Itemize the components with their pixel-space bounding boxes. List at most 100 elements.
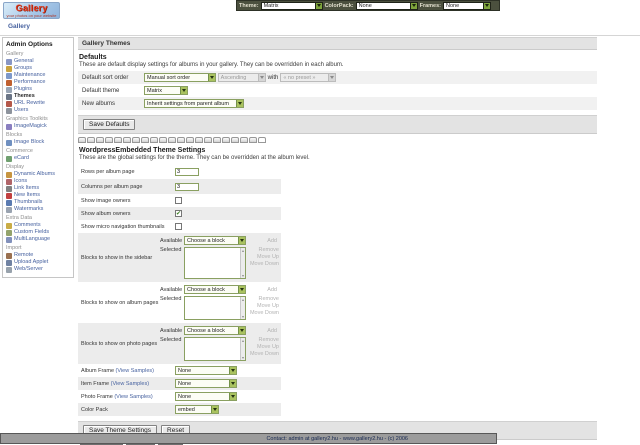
theme-select[interactable]: Matrix (260, 1, 323, 10)
add-block-link[interactable]: Add (267, 327, 277, 334)
chevron-down-icon[interactable] (211, 406, 218, 413)
view-samples-link[interactable]: (View Samples) (115, 367, 154, 374)
color-pack-select[interactable]: embed (175, 405, 219, 414)
selected-blocks-listbox[interactable] (184, 247, 246, 279)
selected-blocks-listbox[interactable] (184, 296, 246, 320)
theme-tab[interactable] (105, 137, 113, 143)
sidebar-item[interactable]: General (6, 58, 71, 65)
choose-block-select[interactable]: Choose a block (184, 236, 246, 245)
theme-tab[interactable] (213, 137, 221, 143)
sidebar-item[interactable]: Custom Fields (6, 229, 71, 236)
save-defaults-button[interactable]: Save Defaults (83, 119, 136, 130)
choose-block-select[interactable]: Choose a block (184, 285, 246, 294)
sidebar-item[interactable]: Users (6, 107, 71, 114)
chevron-down-icon[interactable] (180, 87, 187, 94)
view-samples-link[interactable]: (View Samples) (114, 393, 153, 400)
default-sort-order-select[interactable]: Manual sort order (144, 73, 216, 82)
frame-select[interactable]: None (175, 366, 237, 375)
theme-tab[interactable] (258, 137, 266, 143)
frames-select[interactable]: None (443, 1, 492, 10)
add-block-link[interactable]: Add (267, 237, 277, 244)
chevron-down-icon[interactable] (229, 380, 236, 387)
selected-blocks-listbox[interactable] (184, 337, 246, 361)
sidebar-item[interactable]: Performance (6, 79, 71, 86)
sidebar-item[interactable]: Themes (6, 93, 71, 100)
chevron-down-icon[interactable] (236, 100, 243, 107)
remove-block-link[interactable]: Remove (258, 337, 279, 343)
chevron-down-icon[interactable] (238, 237, 245, 244)
sidebar-item[interactable]: Upload Applet (6, 259, 71, 266)
choose-block-select[interactable]: Choose a block (184, 326, 246, 335)
sidebar-item[interactable]: New Items (6, 192, 71, 199)
move-up-link[interactable]: Move Up (256, 344, 279, 350)
remove-block-link[interactable]: Remove (258, 247, 279, 253)
show-image-owners-checkbox[interactable] (175, 197, 182, 204)
sidebar-item[interactable]: Watermarks (6, 206, 71, 213)
theme-tab[interactable] (150, 137, 158, 143)
sidebar-item[interactable]: Maintenance (6, 72, 71, 79)
chevron-down-icon[interactable] (229, 367, 236, 374)
new-albums-select[interactable]: Inherit settings from parent album (144, 99, 244, 108)
theme-tab[interactable] (186, 137, 194, 143)
default-theme-select[interactable]: Matrix (144, 86, 188, 95)
show-album-owners-checkbox[interactable] (175, 210, 182, 217)
sidebar-item[interactable]: Dynamic Albums (6, 171, 71, 178)
theme-tab[interactable] (249, 137, 257, 143)
chevron-down-icon[interactable] (409, 2, 417, 9)
breadcrumb[interactable]: Gallery (8, 23, 31, 30)
sidebar-item[interactable]: Groups (6, 65, 71, 72)
theme-tab[interactable] (195, 137, 203, 143)
listbox-scrollbar[interactable] (240, 297, 245, 319)
theme-tab[interactable] (204, 137, 212, 143)
theme-tab[interactable] (159, 137, 167, 143)
sidebar-item[interactable]: Remote (6, 252, 71, 259)
move-down-link[interactable]: Move Down (249, 351, 279, 357)
move-down-link[interactable]: Move Down (249, 261, 279, 267)
sidebar-item[interactable]: URL Rewrite (6, 100, 71, 107)
chevron-down-icon[interactable] (208, 74, 215, 81)
chevron-down-icon[interactable] (314, 2, 322, 9)
with-label: with (267, 74, 279, 81)
theme-tab[interactable] (132, 137, 140, 143)
move-up-link[interactable]: Move Up (256, 303, 279, 309)
move-up-link[interactable]: Move Up (256, 254, 279, 260)
gallery-logo[interactable]: Gallery your photos on your website (3, 2, 60, 19)
theme-tab[interactable] (240, 137, 248, 143)
theme-tab[interactable] (114, 137, 122, 143)
add-block-link[interactable]: Add (267, 286, 277, 293)
theme-tab[interactable] (141, 137, 149, 143)
view-samples-link[interactable]: (View Samples) (110, 380, 150, 387)
sidebar-item[interactable]: Image Block (6, 139, 71, 146)
show-micro-nav-checkbox[interactable] (175, 223, 182, 230)
chevron-down-icon[interactable] (229, 393, 236, 400)
chevron-down-icon[interactable] (238, 286, 245, 293)
theme-tab[interactable] (231, 137, 239, 143)
cols-per-page-input[interactable] (175, 182, 199, 191)
chevron-down-icon[interactable] (238, 327, 245, 334)
sidebar-item[interactable]: MultiLanguage (6, 236, 71, 243)
sidebar-item[interactable]: Thumbnails (6, 199, 71, 206)
listbox-scrollbar[interactable] (240, 248, 245, 278)
sidebar-item[interactable]: ImageMagick (6, 123, 71, 130)
sidebar-item[interactable]: Plugins (6, 86, 71, 93)
sidebar-item[interactable]: Comments (6, 222, 71, 229)
listbox-scrollbar[interactable] (240, 338, 245, 360)
chevron-down-icon[interactable] (483, 2, 491, 9)
theme-tab[interactable] (222, 137, 230, 143)
theme-tab[interactable] (168, 137, 176, 143)
move-down-link[interactable]: Move Down (249, 310, 279, 316)
theme-tab[interactable] (87, 137, 95, 143)
theme-tab[interactable] (123, 137, 131, 143)
remove-block-link[interactable]: Remove (258, 296, 279, 302)
sidebar-item[interactable]: Web/Server (6, 266, 71, 273)
theme-tab[interactable] (177, 137, 185, 143)
frame-select[interactable]: None (175, 379, 237, 388)
sidebar-item[interactable]: Link Items (6, 185, 71, 192)
theme-tab[interactable] (78, 137, 86, 143)
colorpack-select[interactable]: None (355, 1, 418, 10)
rows-per-page-input[interactable] (175, 167, 199, 176)
frame-select[interactable]: None (175, 392, 237, 401)
theme-tab[interactable] (96, 137, 104, 143)
sidebar-item[interactable]: eCard (6, 155, 71, 162)
sidebar-item[interactable]: Icons (6, 178, 71, 185)
